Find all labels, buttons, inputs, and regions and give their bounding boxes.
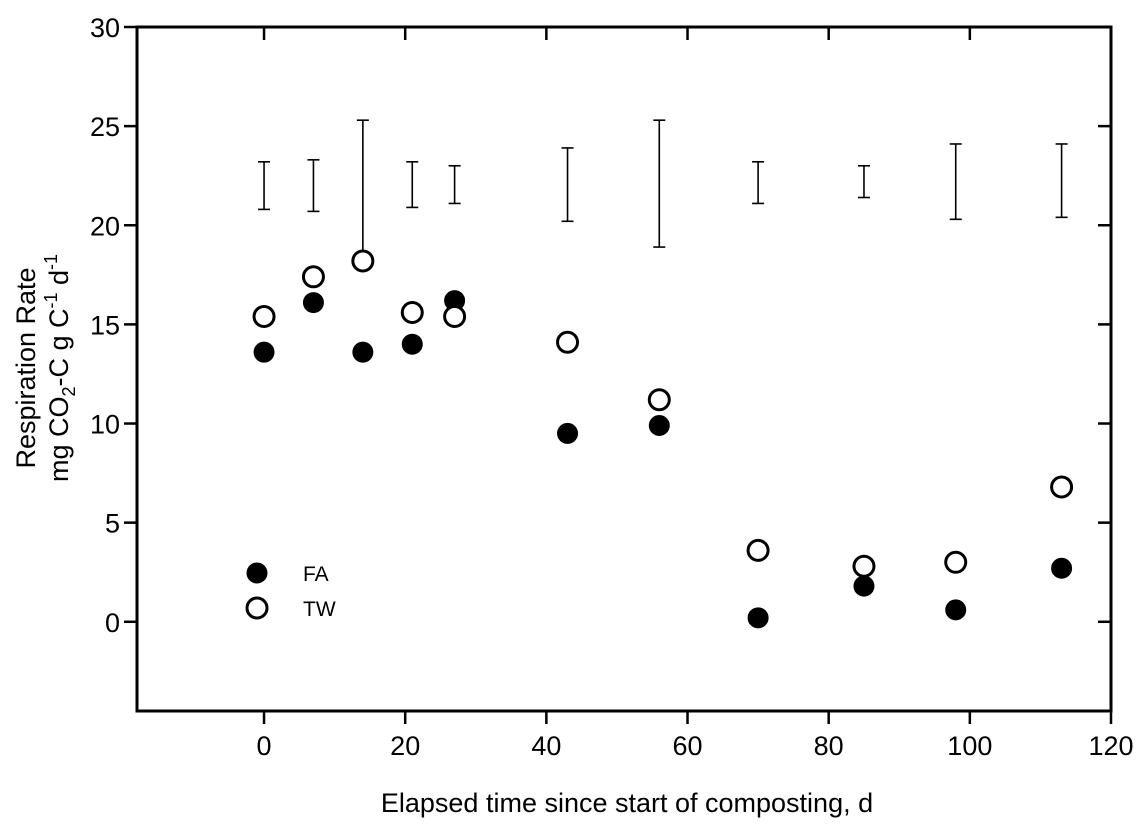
error-bar — [949, 143, 962, 221]
error-bar — [653, 119, 666, 248]
data-point-tw — [443, 304, 467, 328]
data-point-fa — [1051, 557, 1073, 579]
x-tick-label: 40 — [531, 731, 561, 761]
error-bars-layer — [258, 119, 1068, 256]
error-bar — [356, 119, 369, 256]
data-point-tw — [252, 304, 276, 328]
data-point-tw — [301, 265, 325, 289]
x-tick-label: 80 — [814, 731, 844, 761]
y-axis-title-line1: Respiration Rate — [11, 267, 41, 468]
y-tick-label: 10 — [90, 410, 120, 440]
legend-marker-fa — [246, 562, 268, 584]
error-bar — [258, 161, 271, 211]
y-axis-title: Respiration Rate mg CO2-C g C-1 d-1 — [11, 254, 79, 482]
y-axis-title-part: 2 — [59, 387, 79, 397]
y-axis-title-part: -1 — [41, 292, 61, 308]
y-axis-title-part: d — [44, 270, 74, 293]
data-point-fa — [747, 607, 769, 629]
y-tick-label: 30 — [90, 13, 120, 43]
y-axis-title-line2: mg CO2-C g C-1 d-1 — [41, 254, 79, 482]
y-tick-label: 5 — [105, 509, 120, 539]
x-tick-label: 0 — [257, 731, 272, 761]
y-axis-title-part: -C g C — [44, 309, 74, 387]
y-tick-label: 0 — [105, 608, 120, 638]
plot-frame — [135, 25, 1113, 713]
error-bar — [406, 161, 419, 209]
y-tick-label: 15 — [90, 310, 120, 340]
data-point-fa — [352, 341, 374, 363]
y-tick-label: 25 — [90, 112, 120, 142]
y-tick-label: 20 — [90, 211, 120, 241]
error-bar — [448, 164, 461, 205]
data-point-fa — [853, 575, 875, 597]
data-point-tw — [944, 550, 968, 574]
y-axis-title-part: mg CO — [44, 397, 74, 483]
error-bar — [561, 147, 574, 223]
data-point-tw — [647, 388, 671, 412]
y-axis-title-part: -1 — [41, 254, 61, 270]
data-point-fa — [302, 292, 324, 314]
data-point-tw — [852, 554, 876, 578]
legend-label-fa: FA — [303, 563, 329, 586]
axes-layer: 0 20 40 60 80 100 120 0 5 10 15 20 25 30 — [90, 13, 1134, 761]
data-point-fa — [401, 333, 423, 355]
data-point-tw — [400, 300, 424, 324]
data-point-tw — [556, 330, 580, 354]
data-point-tw — [746, 538, 770, 562]
data-point-fa — [648, 415, 670, 437]
data-points-layer — [252, 249, 1074, 629]
data-point-fa — [945, 599, 967, 621]
data-point-tw — [1050, 475, 1074, 499]
x-tick-label: 20 — [390, 731, 420, 761]
error-bar — [857, 164, 870, 199]
data-point-fa — [557, 422, 579, 444]
data-point-fa — [253, 341, 275, 363]
error-bar — [307, 159, 320, 213]
legend: FA TW — [245, 562, 336, 621]
error-bar — [752, 161, 765, 205]
x-tick-label: 120 — [1088, 731, 1133, 761]
error-bar — [1055, 143, 1068, 219]
x-axis-title: Elapsed time since start of composting, … — [381, 788, 873, 818]
legend-marker-tw — [245, 596, 269, 620]
x-tick-label: 60 — [672, 731, 702, 761]
legend-label-tw: TW — [303, 598, 336, 621]
data-point-tw — [351, 249, 375, 273]
x-tick-label: 100 — [947, 731, 992, 761]
